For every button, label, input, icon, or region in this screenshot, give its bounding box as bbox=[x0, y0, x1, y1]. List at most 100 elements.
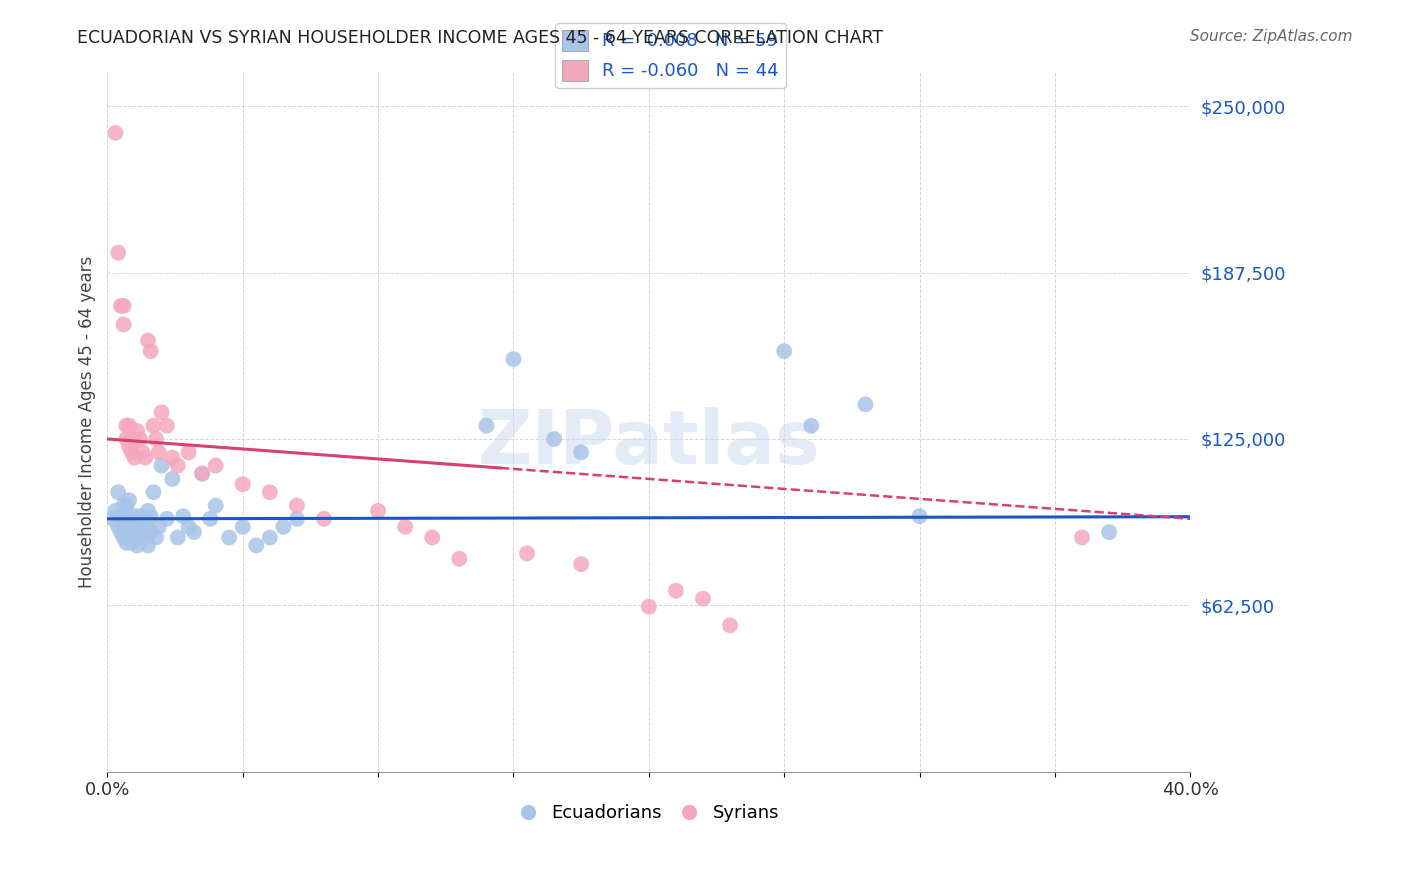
Point bbox=[124, 432, 146, 446]
Point bbox=[420, 531, 443, 545]
Point bbox=[259, 531, 281, 545]
Point bbox=[665, 583, 688, 598]
Point bbox=[118, 418, 141, 433]
Point bbox=[475, 418, 498, 433]
Point bbox=[273, 520, 295, 534]
Point bbox=[773, 344, 796, 359]
Point bbox=[139, 344, 162, 359]
Point bbox=[166, 531, 188, 545]
Point bbox=[183, 525, 205, 540]
Point bbox=[166, 458, 188, 473]
Y-axis label: Householder Income Ages 45 - 64 years: Householder Income Ages 45 - 64 years bbox=[79, 256, 96, 589]
Point bbox=[107, 245, 129, 260]
Point bbox=[245, 539, 267, 553]
Point bbox=[112, 299, 135, 313]
Point bbox=[718, 618, 741, 632]
Point bbox=[1071, 531, 1094, 545]
Point bbox=[110, 509, 132, 524]
Point bbox=[107, 520, 129, 534]
Point bbox=[124, 531, 146, 545]
Point bbox=[150, 458, 173, 473]
Point bbox=[855, 397, 877, 411]
Point bbox=[131, 515, 153, 529]
Point bbox=[118, 512, 141, 526]
Point bbox=[124, 509, 146, 524]
Point bbox=[136, 539, 159, 553]
Point bbox=[569, 557, 592, 571]
Point bbox=[162, 472, 184, 486]
Point bbox=[118, 440, 141, 454]
Point bbox=[218, 531, 240, 545]
Point bbox=[156, 512, 179, 526]
Point bbox=[112, 318, 135, 332]
Point bbox=[569, 445, 592, 459]
Point bbox=[177, 520, 200, 534]
Point bbox=[131, 445, 153, 459]
Point bbox=[115, 432, 138, 446]
Text: ECUADORIAN VS SYRIAN HOUSEHOLDER INCOME AGES 45 - 64 YEARS CORRELATION CHART: ECUADORIAN VS SYRIAN HOUSEHOLDER INCOME … bbox=[77, 29, 883, 46]
Point bbox=[148, 520, 170, 534]
Point bbox=[127, 424, 149, 438]
Point bbox=[232, 477, 254, 491]
Point bbox=[134, 520, 156, 534]
Point bbox=[142, 418, 165, 433]
Point bbox=[191, 467, 214, 481]
Point bbox=[367, 504, 389, 518]
Point bbox=[115, 520, 138, 534]
Point bbox=[908, 509, 931, 524]
Point bbox=[124, 450, 146, 465]
Legend: Ecuadorians, Syrians: Ecuadorians, Syrians bbox=[512, 797, 786, 829]
Point bbox=[121, 515, 143, 529]
Point bbox=[131, 531, 153, 545]
Point bbox=[139, 509, 162, 524]
Point bbox=[145, 531, 167, 545]
Point bbox=[543, 432, 565, 446]
Point bbox=[121, 432, 143, 446]
Text: Source: ZipAtlas.com: Source: ZipAtlas.com bbox=[1189, 29, 1353, 44]
Point bbox=[136, 504, 159, 518]
Point bbox=[104, 504, 127, 518]
Point bbox=[115, 499, 138, 513]
Point bbox=[516, 546, 538, 560]
Point bbox=[112, 515, 135, 529]
Point bbox=[115, 418, 138, 433]
Point bbox=[449, 551, 471, 566]
Point bbox=[200, 512, 222, 526]
Point bbox=[259, 485, 281, 500]
Point bbox=[127, 539, 149, 553]
Point bbox=[232, 520, 254, 534]
Point bbox=[172, 509, 194, 524]
Point bbox=[177, 445, 200, 459]
Point bbox=[204, 458, 226, 473]
Text: ZIPatlas: ZIPatlas bbox=[478, 407, 820, 480]
Point bbox=[692, 591, 714, 606]
Point bbox=[118, 493, 141, 508]
Point bbox=[128, 432, 150, 446]
Point bbox=[121, 536, 143, 550]
Point bbox=[128, 525, 150, 540]
Point bbox=[139, 525, 162, 540]
Point bbox=[394, 520, 416, 534]
Point bbox=[285, 499, 308, 513]
Point bbox=[101, 512, 124, 526]
Point bbox=[191, 467, 214, 481]
Point bbox=[145, 432, 167, 446]
Point bbox=[107, 485, 129, 500]
Point bbox=[121, 445, 143, 459]
Point bbox=[110, 525, 132, 540]
Point bbox=[150, 405, 173, 419]
Point bbox=[156, 418, 179, 433]
Point bbox=[136, 334, 159, 348]
Point bbox=[204, 499, 226, 513]
Point bbox=[134, 450, 156, 465]
Point bbox=[121, 525, 143, 540]
Point bbox=[800, 418, 823, 433]
Point bbox=[115, 536, 138, 550]
Point bbox=[127, 520, 149, 534]
Point bbox=[312, 512, 335, 526]
Point bbox=[112, 499, 135, 513]
Point bbox=[1098, 525, 1121, 540]
Point bbox=[118, 531, 141, 545]
Point bbox=[285, 512, 308, 526]
Point bbox=[110, 299, 132, 313]
